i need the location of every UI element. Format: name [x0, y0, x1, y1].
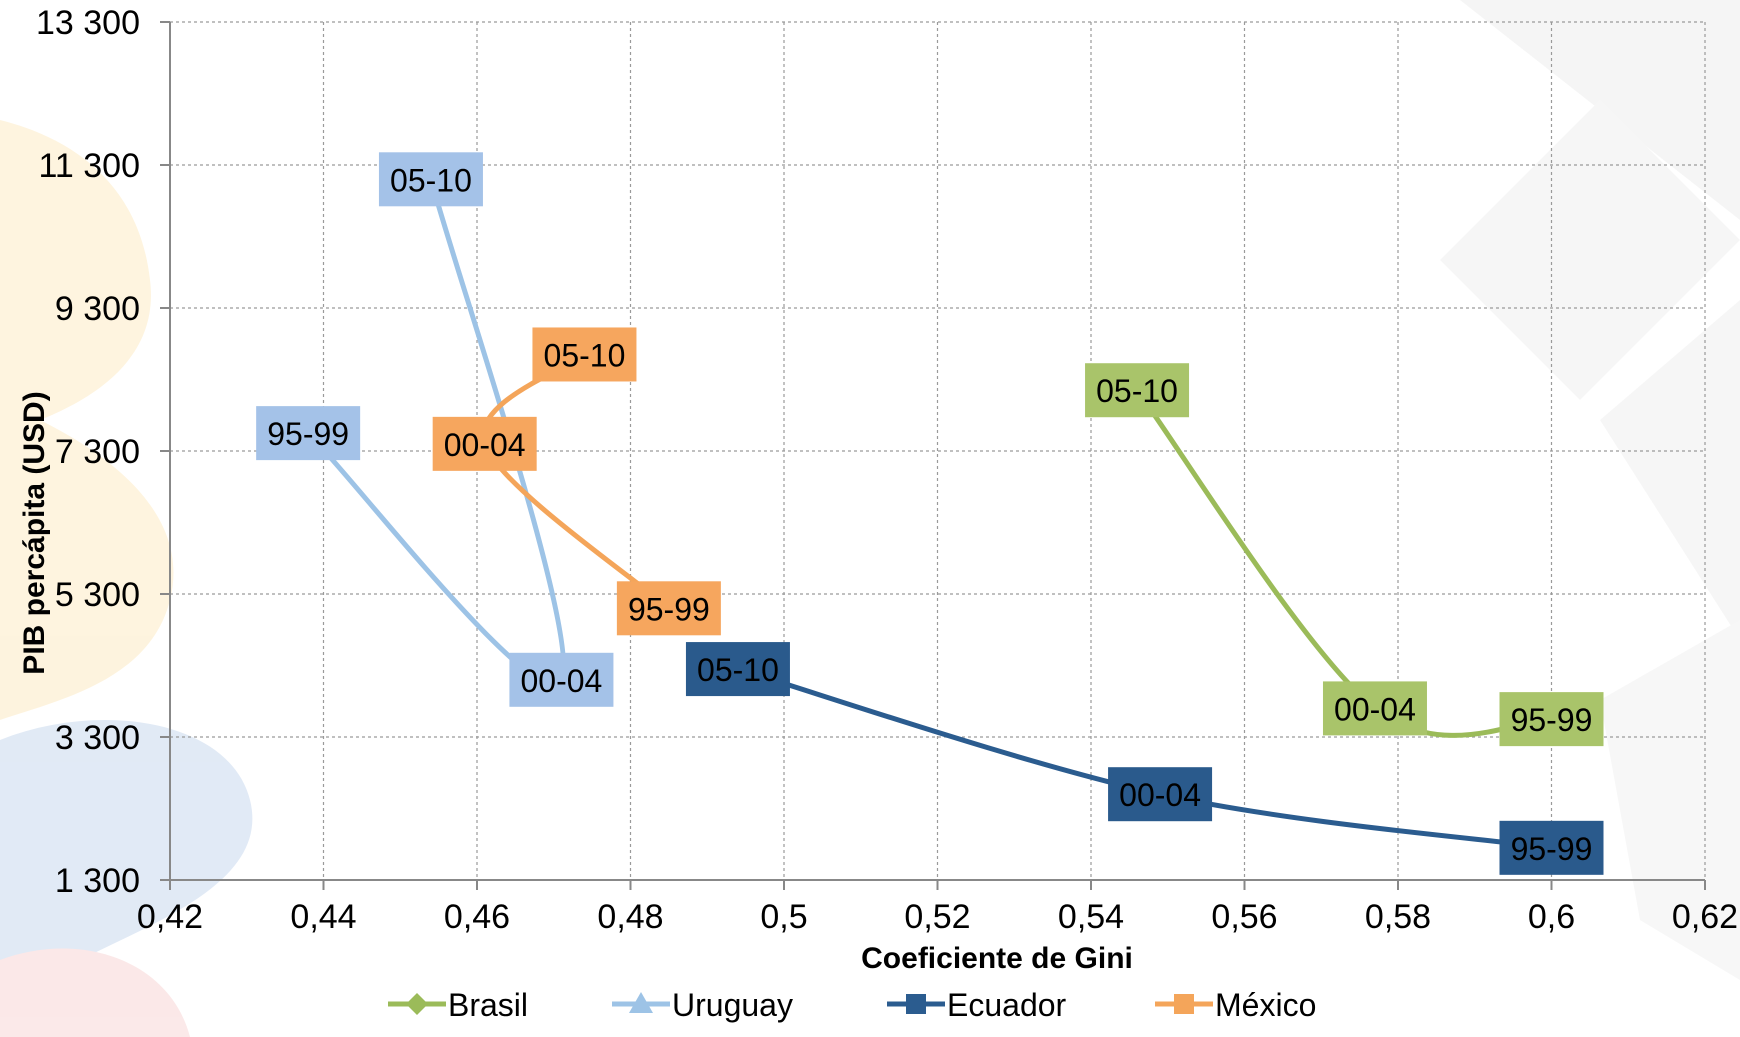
data-label-box [378, 152, 483, 207]
data-label-box [532, 327, 637, 382]
data-label-box [1322, 681, 1427, 736]
x-tick-label: 0,42 [137, 898, 203, 936]
legend-label: Uruguay [672, 987, 793, 1023]
data-label-box [685, 642, 790, 697]
series-line-3 [480, 351, 672, 611]
data-label-text: 05-10 [1096, 373, 1178, 409]
legend-item: México [1155, 987, 1316, 1023]
data-point-label: 05-10 [1085, 363, 1190, 418]
x-tick-label: 0,54 [1058, 898, 1124, 936]
data-label-text: 95-99 [1511, 702, 1593, 738]
legend-item: Uruguay [612, 987, 793, 1023]
data-label-text: 95-99 [1511, 831, 1593, 867]
diamond-marker-icon [406, 993, 428, 1015]
x-tick-label: 0,56 [1211, 898, 1277, 936]
axes [160, 21, 1706, 890]
data-label-box [1085, 363, 1190, 418]
grid-lines [170, 21, 1706, 880]
legend-item: Ecuador [887, 987, 1067, 1023]
data-label-text: 95-99 [267, 416, 349, 452]
x-tick-label: 0,58 [1365, 898, 1431, 936]
data-point-label: 00-04 [1108, 767, 1213, 822]
data-point-label: 00-04 [1322, 681, 1427, 736]
data-point-label: 95-99 [1499, 820, 1604, 875]
x-tick-labels: 0,42 0,44 0,46 0,48 0,5 0,52 0,54 0,56 0,58 0,6 0,… [137, 898, 1738, 936]
point-labels: 95-99 00-04 05-10 95-99 00-04 05-10 95-99 00-04… [256, 152, 1604, 875]
y-tick-label: 3 300 [55, 719, 140, 757]
data-label-text: 95-99 [628, 591, 710, 627]
data-label-text: 00-04 [1334, 691, 1416, 727]
x-tick-label: 0,62 [1672, 898, 1738, 936]
legend: Brasil Uruguay Ecuador México [388, 987, 1316, 1023]
data-label-box [256, 406, 361, 461]
data-point-label: 95-99 [616, 581, 721, 636]
series-lines [305, 176, 1554, 851]
data-label-box [1499, 692, 1604, 747]
legend-label: Brasil [448, 987, 528, 1023]
data-point-label: 95-99 [1499, 692, 1604, 747]
data-label-text: 00-04 [444, 427, 526, 463]
data-label-box [432, 416, 537, 471]
data-point-label: 05-10 [532, 327, 637, 382]
data-label-text: 05-10 [697, 652, 779, 688]
x-tick-label: 0,5 [760, 898, 807, 936]
x-tick-label: 0,46 [444, 898, 510, 936]
square-marker-icon [1174, 994, 1194, 1014]
y-tick-label: 11 300 [39, 147, 140, 185]
x-tick-label: 0,48 [597, 898, 663, 936]
y-tick-label: 1 300 [55, 862, 140, 900]
data-point-label: 05-10 [378, 152, 483, 207]
square-marker-icon [906, 994, 926, 1014]
y-tick-label: 5 300 [55, 576, 140, 614]
data-point-label: 95-99 [256, 406, 361, 461]
x-tick-label: 0,44 [290, 898, 356, 936]
x-axis-title: Coeficiente de Gini [861, 942, 1133, 975]
y-tick-labels: 1 300 3 300 5 300 7 300 9 300 11 300 13 300 [36, 4, 140, 900]
x-tick-label: 0,52 [904, 898, 970, 936]
legend-label: Ecuador [947, 987, 1067, 1023]
y-axis-title: PIB percápita (USD) [18, 391, 51, 674]
y-tick-label: 9 300 [55, 290, 140, 328]
triangle-marker-icon [629, 992, 653, 1013]
x-tick-label: 0,6 [1528, 898, 1575, 936]
y-tick-label: 7 300 [55, 433, 140, 471]
data-point-label: 05-10 [685, 642, 790, 697]
data-label-text: 00-04 [521, 663, 603, 699]
data-label-text: 05-10 [390, 162, 472, 198]
data-label-box [1499, 820, 1604, 875]
data-label-box [509, 652, 614, 707]
data-point-label: 00-04 [432, 416, 537, 471]
data-point-label: 00-04 [509, 652, 614, 707]
data-label-text: 05-10 [544, 337, 626, 373]
data-label-text: 00-04 [1119, 777, 1201, 813]
data-label-box [616, 581, 721, 636]
y-tick-label: 13 300 [36, 4, 140, 42]
legend-label: México [1215, 987, 1316, 1023]
legend-item: Brasil [388, 987, 528, 1023]
data-label-box [1108, 767, 1213, 822]
